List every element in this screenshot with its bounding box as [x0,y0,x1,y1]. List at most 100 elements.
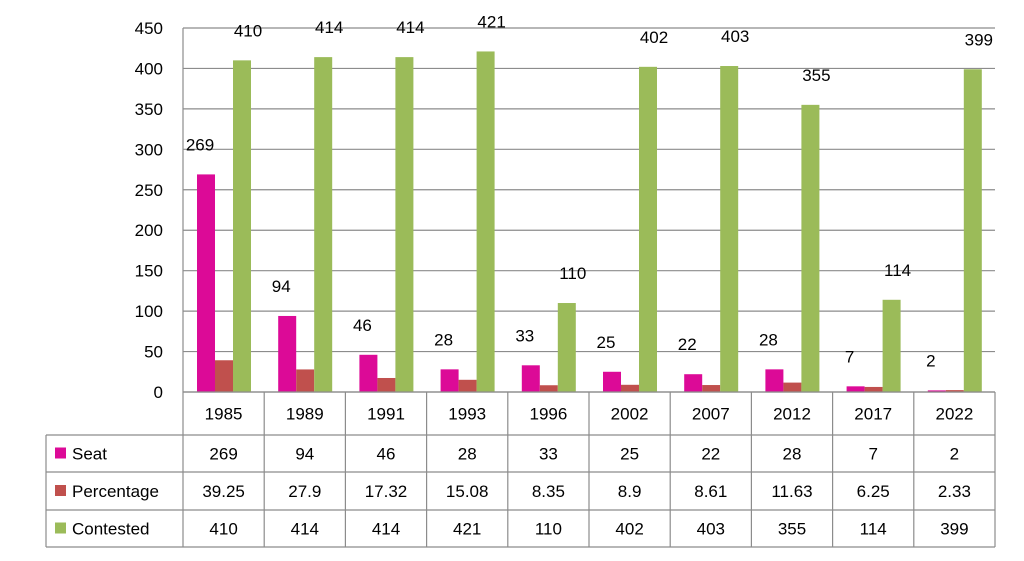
bar-percentage [864,386,883,392]
table-cell: 94 [295,445,314,464]
table-cell: 269 [209,445,237,464]
table-cell: 27.9 [288,482,321,501]
y-tick-label: 200 [135,221,163,240]
bar-contested [233,60,251,392]
legend-label-seat: Seat [72,445,107,464]
legend-swatch-percentage [55,485,66,496]
table-cell: 11.63 [771,482,812,501]
bar-contested [720,66,739,393]
bar-seat [440,369,459,392]
data-label-seat: 28 [434,330,453,349]
category-label: 1985 [205,405,243,424]
category-label: 1993 [448,405,486,424]
bar-seat [359,354,378,392]
data-label-contested: 402 [640,28,668,47]
category-label: 2007 [692,405,730,424]
data-label-contested: 110 [559,264,586,283]
category-label: 2002 [611,405,649,424]
bar-contested [476,51,495,393]
bar-percentage [215,360,233,392]
table-cell: 6.25 [857,482,890,501]
bar-percentage [945,390,964,392]
y-tick-label: 0 [154,383,163,402]
table-cell: 8.9 [618,482,642,501]
y-tick-label: 150 [135,262,163,281]
bar-contested [557,303,576,392]
category-label: 1989 [286,405,324,424]
data-label-seat: 94 [272,277,291,296]
bar-percentage [702,385,721,392]
y-tick-label: 400 [135,59,163,78]
table-cell: 22 [701,445,720,464]
data-label-seat: 2 [926,351,935,370]
legend-swatch-contested [55,522,66,534]
bar-seat [846,386,865,392]
legend-swatch-seat [55,447,66,459]
category-label: 2017 [854,405,892,424]
data-label-seat: 22 [678,335,697,354]
bar-seat [765,369,784,392]
table-cell: 7 [868,445,877,464]
y-tick-label: 100 [135,302,163,321]
legend-label-contested: Contested [72,520,150,539]
y-tick-label: 450 [135,19,163,38]
data-label-contested: 114 [884,261,911,280]
table-cell: 28 [458,445,477,464]
table-cell: 2 [950,445,959,464]
category-label: 2012 [773,405,811,424]
bar-seat [278,315,297,392]
bar-seat [521,365,540,392]
bar-contested [314,57,333,393]
bar-contested [639,66,657,393]
table-cell: 355 [778,520,806,539]
y-tick-label: 250 [135,181,163,200]
bar-contested [963,69,982,393]
y-tick-label: 350 [135,100,163,119]
table-cell: 17.32 [365,482,408,501]
bar-seat [927,390,946,392]
bar-contested [395,57,414,393]
table-cell: 414 [291,520,319,539]
table-cell: 399 [940,520,968,539]
category-label: 1991 [367,405,405,424]
table-cell: 15.08 [446,482,489,501]
data-label-contested: 399 [965,30,993,49]
data-label-seat: 46 [353,316,372,335]
bar-seat [197,174,215,392]
y-tick-label: 50 [144,343,163,362]
legend-label-percentage: Percentage [72,482,159,501]
table-cell: 8.35 [532,482,565,501]
data-label-contested: 414 [315,18,343,37]
data-label-seat: 269 [186,135,214,154]
data-label-contested: 410 [234,21,262,40]
table-cell: 39.25 [202,482,245,501]
data-label-seat: 28 [759,330,778,349]
table-cell: 403 [697,520,725,539]
bar-percentage [458,379,477,392]
table-cell: 110 [535,520,562,539]
data-label-seat: 25 [597,333,616,352]
data-label-contested: 355 [802,66,830,85]
table-cell: 46 [377,445,396,464]
bar-percentage [539,385,558,392]
data-label-contested: 421 [477,12,505,31]
table-cell: 402 [615,520,643,539]
table-cell: 414 [372,520,400,539]
table-cell: 28 [783,445,802,464]
bar-percentage [377,377,396,392]
table-cell: 114 [860,520,887,539]
table-cell: 33 [539,445,558,464]
table-cell: 2.33 [938,482,971,501]
table-cell: 25 [620,445,639,464]
data-label-seat: 7 [845,347,854,366]
data-label-seat: 33 [515,326,534,345]
bar-contested [801,104,820,392]
table-cell: 421 [453,520,481,539]
category-label: 1996 [529,405,567,424]
data-label-contested: 403 [721,27,749,46]
table-cell: 8.61 [694,482,727,501]
bar-percentage [621,384,639,392]
bar-contested [882,299,901,392]
category-label: 2022 [935,405,973,424]
